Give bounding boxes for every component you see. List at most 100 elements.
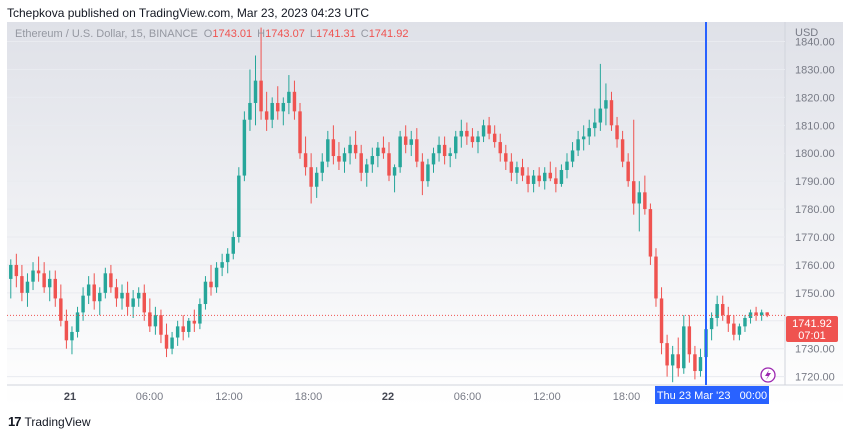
candle-body (682, 326, 686, 369)
candle-body (253, 80, 258, 103)
candle (298, 102, 302, 159)
candle (25, 273, 30, 307)
candle-body (264, 111, 269, 120)
candle (626, 153, 630, 187)
candle (175, 320, 180, 346)
candle-body (164, 334, 169, 349)
candle (253, 55, 258, 126)
last-price-label: 1741.92 (792, 318, 832, 330)
candle-body (531, 175, 536, 184)
candle (620, 130, 625, 168)
candle (415, 128, 419, 168)
candle-body (709, 317, 714, 330)
candle (437, 136, 441, 162)
candle-body (732, 323, 736, 335)
candle (409, 130, 413, 157)
y-tick-label: 1840.00 (795, 37, 835, 49)
candle-body (748, 312, 753, 318)
candle-body (548, 172, 553, 179)
x-tick-label: 12:00 (215, 391, 243, 403)
candle-body (387, 153, 391, 176)
candle (609, 91, 614, 131)
candle-body (543, 172, 547, 182)
candle-body (287, 91, 291, 103)
candle (754, 306, 758, 321)
candle-body (53, 278, 58, 299)
candle-body (203, 281, 208, 305)
candle-body (720, 304, 725, 316)
candle-body (276, 102, 280, 112)
candle (198, 298, 202, 330)
y-tick-label: 1750.00 (795, 288, 835, 300)
candle (593, 108, 597, 137)
candle-body (153, 315, 158, 327)
crosshair-time-label: Thu 23 Mar '23 00:00 (657, 390, 767, 402)
candle-body (554, 178, 558, 184)
candle-body (159, 315, 163, 335)
candle-body (415, 139, 419, 162)
candle (303, 136, 308, 176)
candle (476, 130, 480, 154)
candle (342, 147, 347, 173)
candle (448, 147, 452, 168)
x-tick-label: 18:00 (613, 391, 641, 403)
y-tick-label: 1790.00 (795, 176, 835, 188)
tradingview-brand[interactable]: 17 TradingView (8, 414, 91, 429)
candle-body (637, 192, 642, 204)
y-tick-label: 1800.00 (795, 148, 835, 160)
candle (520, 158, 525, 182)
candle (470, 128, 475, 148)
candle-body (620, 139, 625, 162)
price-axis[interactable]: 1840.00 1830.00 1820.00 1810.00 1800.00 1790.… (795, 37, 835, 384)
x-tick-label: 21 (64, 391, 76, 403)
candle-body (42, 273, 46, 288)
candle-body (86, 284, 91, 296)
candle-body (509, 161, 514, 173)
crosshair-time-tag: Thu 23 Mar '23 00:00 (655, 386, 769, 404)
time-axis[interactable]: 21 06:00 12:00 18:00 22 06:00 12:00 18:00 (64, 391, 640, 403)
candle (509, 153, 514, 182)
candle (20, 264, 24, 302)
candle-body (131, 298, 135, 307)
candle (565, 153, 569, 179)
y-tick-label: 1760.00 (795, 260, 835, 272)
candle (682, 315, 686, 374)
candle (248, 69, 252, 131)
candle-body (487, 125, 491, 134)
candle (726, 306, 731, 332)
candle-body (659, 298, 664, 344)
candle-body (114, 287, 119, 299)
candle-body (737, 326, 742, 335)
candle-body (81, 295, 85, 313)
candle-body (353, 144, 358, 154)
candle-body (520, 167, 525, 176)
candle-body (420, 161, 425, 182)
candle-body (403, 136, 408, 145)
candle (676, 337, 680, 377)
candle-body (448, 153, 452, 157)
candle-body (192, 320, 197, 324)
candle-body (392, 167, 397, 176)
candle (559, 164, 564, 187)
candle-body (643, 192, 647, 210)
y-tick-label: 1780.00 (795, 204, 835, 216)
candle-body (715, 304, 719, 318)
candle-body (481, 125, 486, 137)
candle-body (648, 209, 653, 257)
candle-body (31, 270, 35, 282)
x-tick-label: 06:00 (454, 391, 482, 403)
candle-body (381, 147, 386, 154)
candle (292, 80, 297, 120)
candle-body (214, 267, 219, 288)
candle-body (498, 142, 502, 154)
x-tick-label: 12:00 (533, 391, 561, 403)
candle-body (593, 122, 597, 129)
y-tick-label: 1730.00 (795, 344, 835, 356)
candle-body (581, 136, 586, 140)
candle-body (670, 354, 675, 366)
x-tick-label: 18:00 (295, 391, 323, 403)
candle (225, 248, 230, 274)
lightning-icon[interactable] (760, 367, 776, 383)
candle (59, 284, 63, 327)
